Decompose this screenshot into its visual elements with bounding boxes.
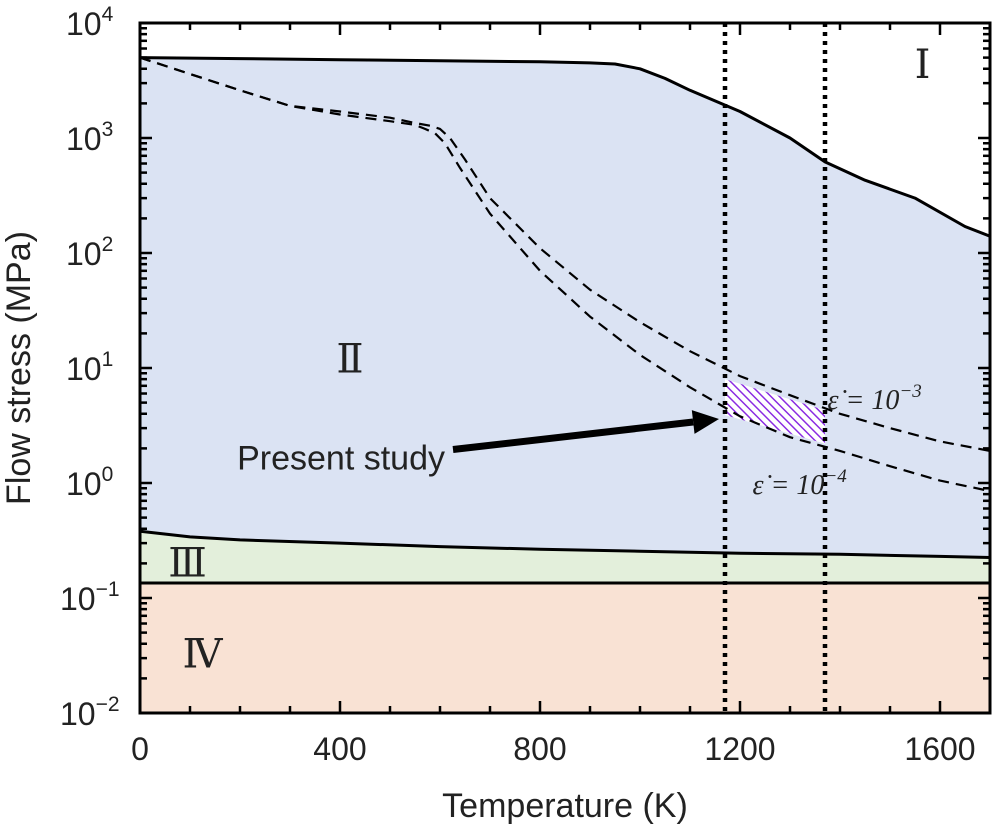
- series-line-2: [140, 56, 990, 452]
- present-study-arrow-head: [691, 410, 719, 434]
- region-ii-fill: [140, 57, 990, 558]
- y-tick-label: 104: [66, 3, 114, 42]
- x-tick-label: 800: [513, 731, 566, 767]
- series-layer: [140, 56, 990, 585]
- present-study-arrow-shaft: [452, 418, 694, 454]
- y-tick-label: 10−2: [60, 693, 120, 732]
- x-tick-label: 1200: [704, 731, 775, 767]
- region-iv-fill: [140, 583, 990, 713]
- region-labels: Ⅰ Ⅱ Ⅲ Ⅳ: [168, 42, 930, 676]
- y-tick-label: 10−1: [60, 578, 120, 617]
- y-tick-labels: 10−2 10−1 100 101 102 103 104: [60, 3, 120, 732]
- x-tick-label: 1600: [904, 731, 975, 767]
- region-label-3: Ⅲ: [168, 540, 207, 585]
- region-fills: [140, 57, 990, 713]
- region-label-1: Ⅰ: [915, 42, 931, 87]
- y-tick-label: 101: [66, 348, 113, 387]
- series-line-3: [140, 56, 990, 493]
- y-axis-title: Flow stress (MPa): [0, 231, 38, 505]
- region-label-4: Ⅳ: [183, 631, 224, 676]
- x-tick-label: 400: [313, 731, 366, 767]
- tick-layer: [138, 23, 992, 715]
- study-band-layer: [725, 379, 825, 444]
- x-axis-title: Temperature (K): [442, 787, 688, 825]
- vline-layer: [722, 23, 828, 713]
- strain-rate-label-1e-4: ε̇ = 10−4: [753, 466, 848, 501]
- region-label-2: Ⅱ: [336, 336, 363, 381]
- present-study-band: [725, 379, 825, 444]
- x-tick-label: 0: [131, 731, 149, 767]
- y-tick-label: 102: [66, 233, 113, 272]
- series-line-1: [140, 56, 990, 238]
- annotation-layer: Present study ε̇ = 10−3 ε̇ = 10−4: [237, 381, 922, 501]
- y-tick-label: 103: [66, 118, 113, 157]
- x-tick-labels: 0 400 800 1200 1600: [131, 731, 975, 767]
- y-tick-label: 100: [66, 463, 113, 502]
- series-line-4: [140, 529, 990, 559]
- strain-rate-label-1e-3: ε̇ = 10−3: [828, 381, 922, 416]
- present-study-label: Present study: [237, 440, 445, 478]
